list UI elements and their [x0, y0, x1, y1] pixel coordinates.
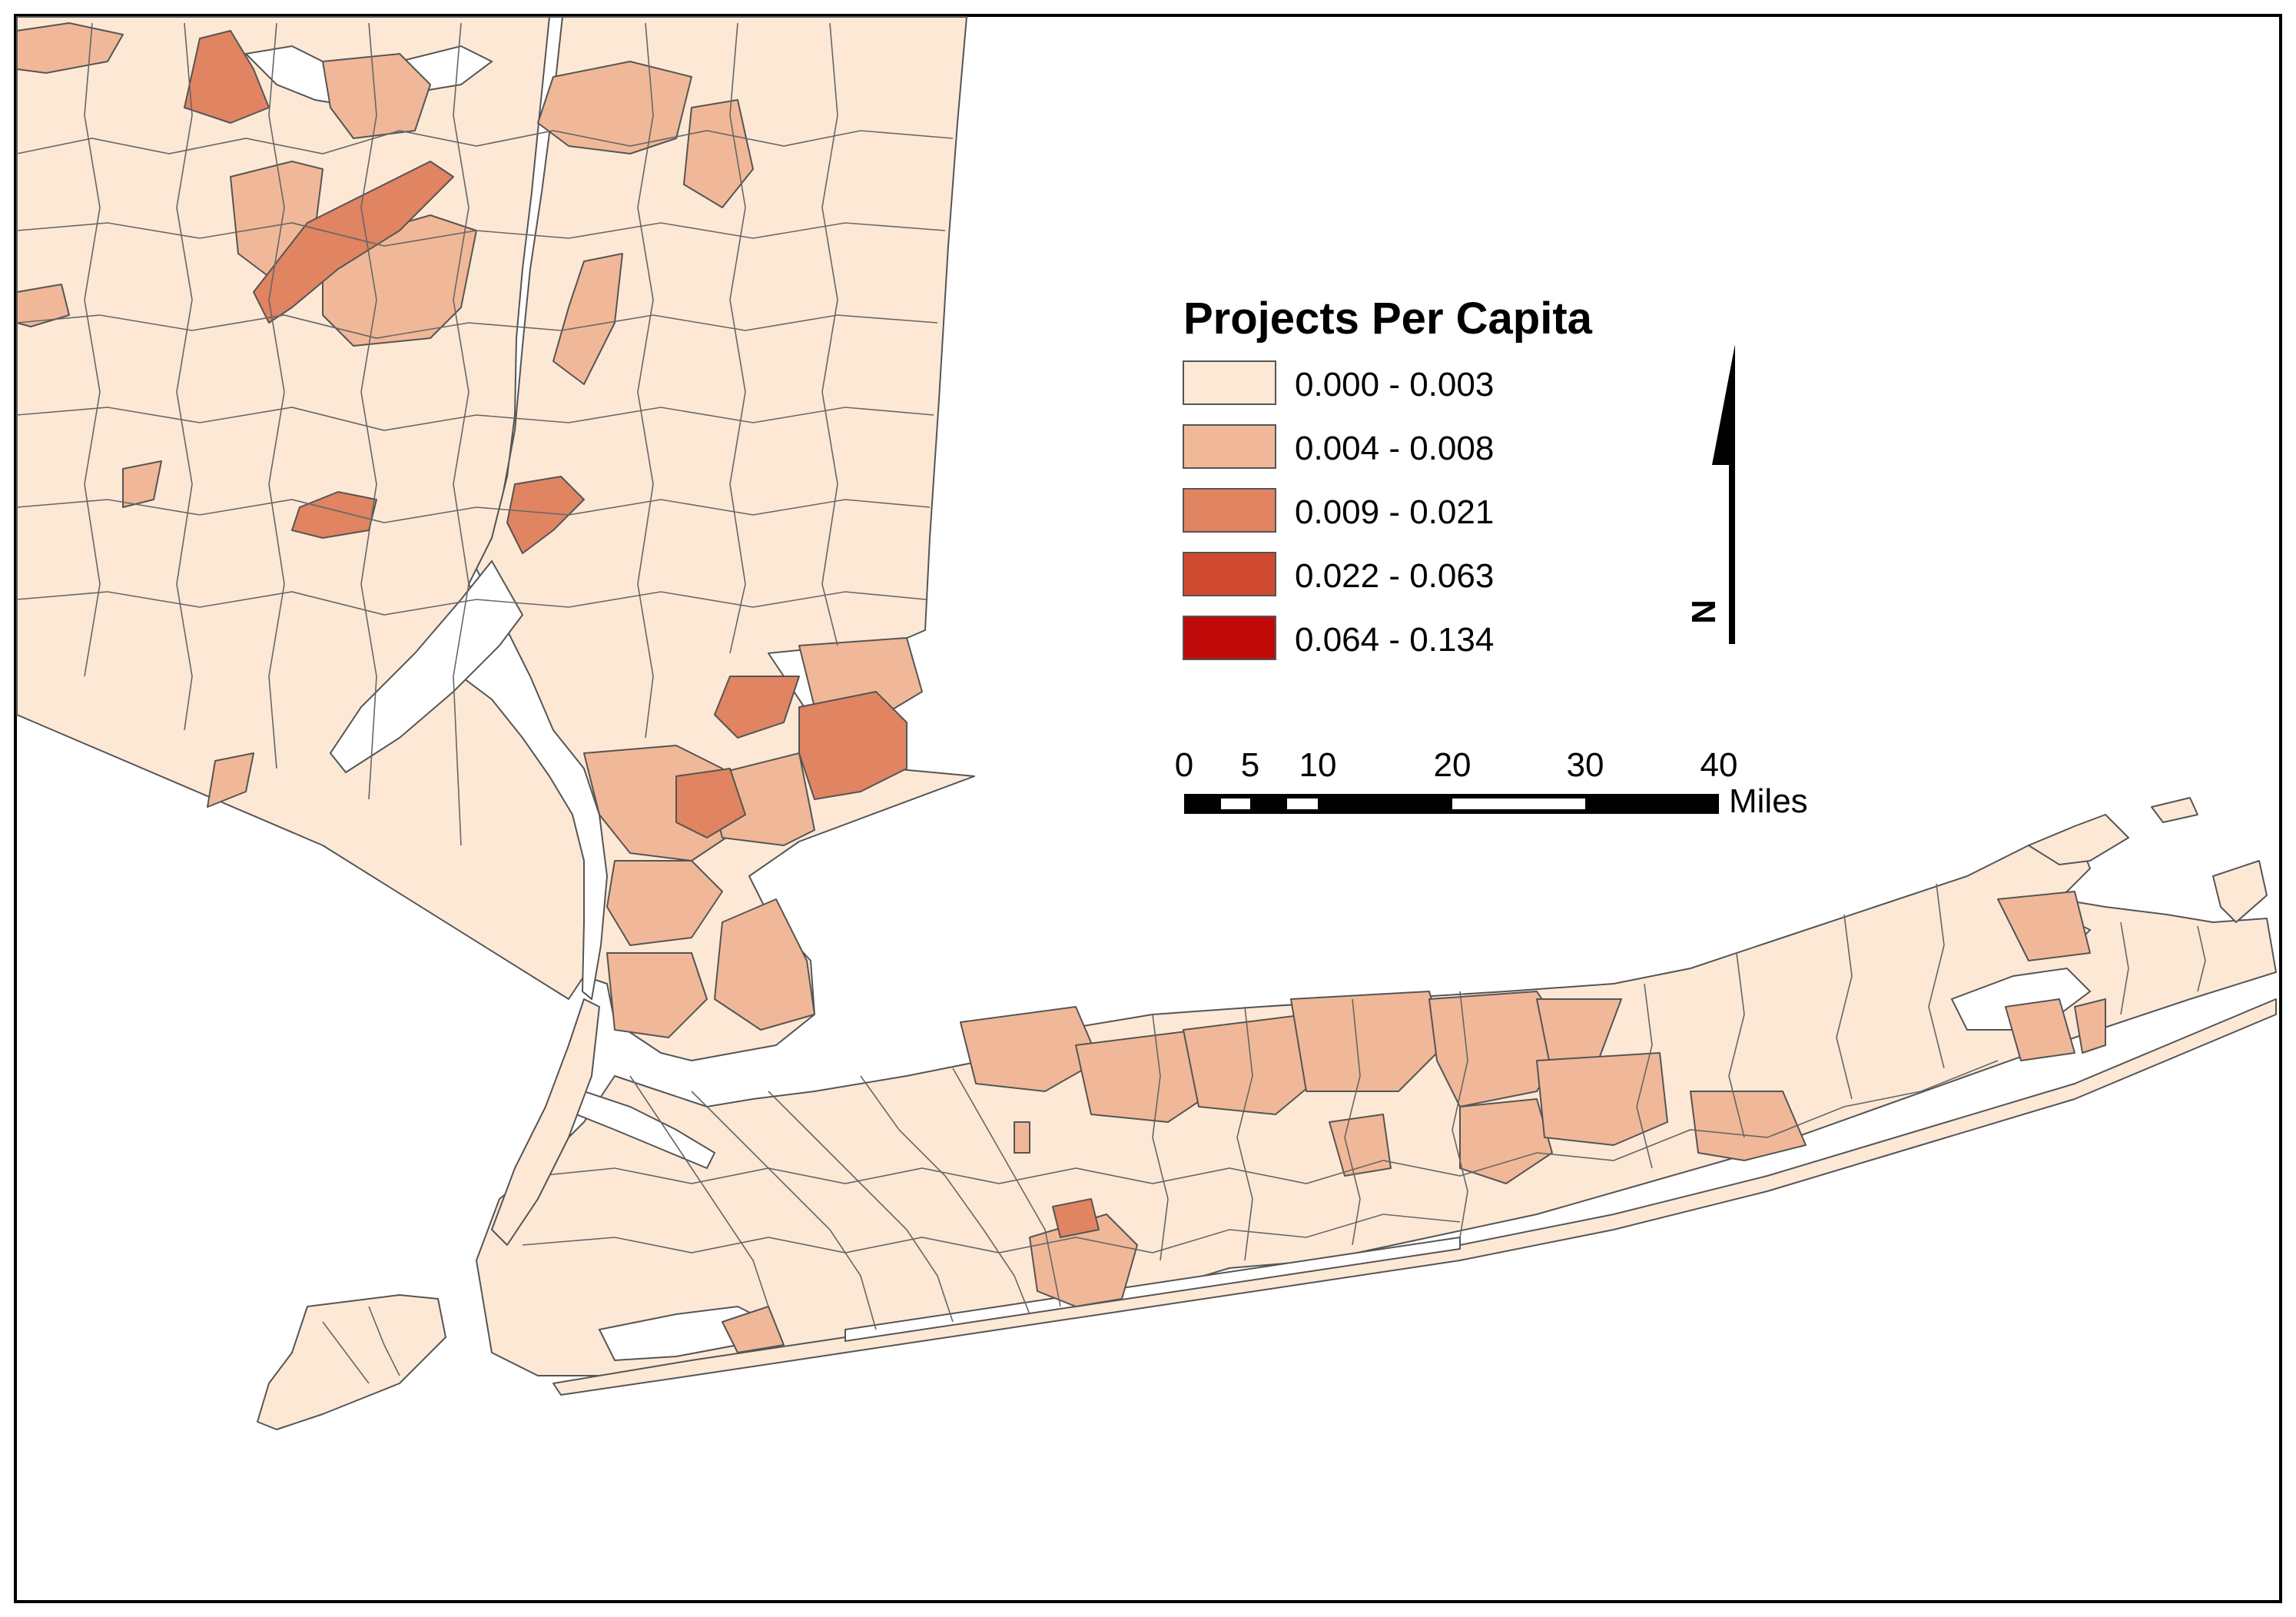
- region-class-2: [1459, 1098, 1553, 1184]
- scale-bar-segment-white-3: [1452, 799, 1585, 809]
- region-class-2: [207, 752, 254, 808]
- legend-swatch-3: [1183, 488, 1276, 533]
- region-class-3: [506, 476, 585, 554]
- region-class-3: [714, 676, 800, 739]
- scale-bar-segment-white-2: [1287, 799, 1318, 809]
- region-class-2: [1690, 1091, 1807, 1161]
- region-class-2: [714, 898, 815, 1031]
- plum-island: [2212, 860, 2268, 923]
- region-class-2: [1029, 1214, 1138, 1307]
- region-class-3: [1052, 1198, 1100, 1238]
- class-0004-0008-regions: [16, 22, 2106, 1353]
- region-class-2: [16, 22, 124, 74]
- north-arrow-icon: N: [1685, 344, 1735, 644]
- legend-swatch-1: [1183, 360, 1276, 405]
- legend-label-2: 0.004 - 0.008: [1295, 430, 1494, 467]
- region-class-2: [683, 99, 754, 208]
- region-class-2: [1329, 1114, 1392, 1177]
- region-class-2: [552, 253, 623, 385]
- legend: Projects Per Capita 0.000 - 0.003 0.004 …: [1183, 294, 1593, 660]
- legend-label-4: 0.022 - 0.063: [1295, 557, 1494, 595]
- region-class-3: [675, 768, 746, 838]
- region-class-2: [16, 284, 70, 327]
- scale-tick-20: 20: [1434, 746, 1471, 784]
- manhattan-island: [491, 998, 600, 1246]
- region-class-2: [537, 61, 692, 154]
- scale-bar-outline: [1184, 794, 1719, 814]
- region-class-2: [2005, 998, 2075, 1061]
- region-class-2: [722, 1306, 785, 1353]
- north-fork-island: [2028, 814, 2129, 865]
- legend-swatch-2: [1183, 424, 1276, 469]
- region-class-2: [606, 860, 723, 946]
- north-arrow-shaft: [1729, 461, 1735, 644]
- region-class-2: [960, 1006, 1100, 1092]
- scale-tick-40: 40: [1700, 746, 1738, 784]
- region-class-2: [606, 952, 708, 1038]
- scale-tick-10: 10: [1299, 746, 1337, 784]
- region-class-2: [1536, 1052, 1668, 1146]
- legend-swatch-4: [1183, 552, 1276, 596]
- scale-tick-5: 5: [1241, 746, 1259, 784]
- scale-unit-label: Miles: [1729, 782, 1808, 820]
- north-arrow-label: N: [1685, 599, 1723, 624]
- legend-label-3: 0.009 - 0.021: [1295, 493, 1494, 531]
- legend-label-1: 0.000 - 0.003: [1295, 366, 1494, 403]
- region-class-3: [798, 691, 907, 800]
- east-river: [575, 1090, 716, 1170]
- scale-bar: 0 5 10 20 30 40 Miles: [1175, 746, 1808, 820]
- legend-title: Projects Per Capita: [1183, 294, 1593, 344]
- class-0009-0021-regions: [184, 30, 1100, 1238]
- north-arrow-head: [1712, 344, 1735, 465]
- region-class-2: [1014, 1121, 1030, 1154]
- region-class-2: [1290, 991, 1445, 1092]
- region-class-2: [1075, 1029, 1215, 1123]
- staten-island-region: [257, 1294, 446, 1430]
- small-island: [2151, 797, 2198, 823]
- map-layer: [16, 16, 2277, 1430]
- hudson-river: [460, 16, 609, 1001]
- tappan-zee-water: [329, 559, 524, 774]
- scale-tick-30: 30: [1567, 746, 1604, 784]
- legend-label-5: 0.064 - 0.134: [1295, 621, 1494, 659]
- region-class-2: [122, 460, 162, 508]
- region-class-2: [1183, 1014, 1322, 1115]
- region-class-2: [1997, 891, 2091, 961]
- scale-bar-segment-white-1: [1221, 799, 1250, 809]
- region-class-3: [253, 161, 454, 324]
- region-class-2: [322, 53, 431, 139]
- tract-boundaries: [16, 22, 2206, 1384]
- scale-tick-0: 0: [1175, 746, 1193, 784]
- region-class-2: [2074, 998, 2106, 1054]
- legend-swatch-5: [1183, 616, 1276, 660]
- region-class-2: [798, 637, 923, 716]
- region-class-3: [184, 30, 270, 124]
